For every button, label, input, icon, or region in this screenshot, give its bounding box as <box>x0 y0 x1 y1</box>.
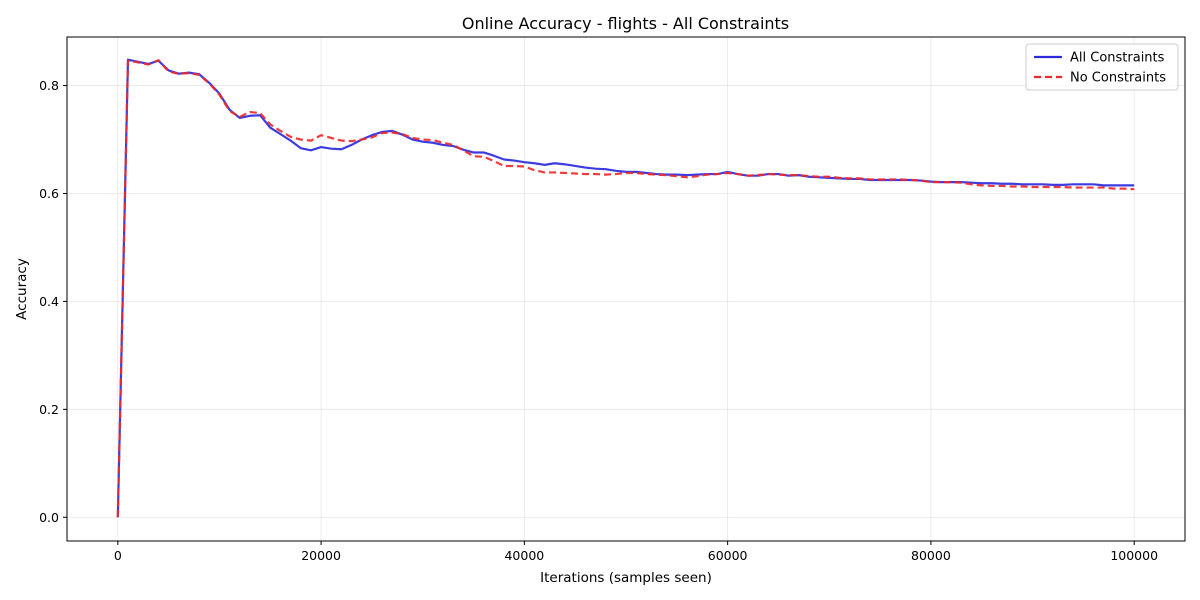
legend: All Constraints No Constraints <box>1025 43 1179 91</box>
y-tick-label: 0.0 <box>39 510 59 525</box>
y-tick-label: 0.2 <box>39 402 59 417</box>
y-tick-label: 0.8 <box>39 78 59 93</box>
x-tick-label: 80000 <box>911 548 951 563</box>
legend-label-all-constraints: All Constraints <box>1070 51 1165 66</box>
x-tick-label: 100000 <box>1110 548 1158 563</box>
series-line-no-constraints <box>116 59 1135 518</box>
plot-area-frame <box>66 36 1186 542</box>
x-tick-label: 40000 <box>504 548 544 563</box>
y-tick-label: 0.6 <box>39 186 59 201</box>
legend-box <box>1025 43 1179 91</box>
x-tick-label: 0 <box>114 548 122 563</box>
y-axis-label: Accuracy <box>14 258 30 320</box>
x-tick-label: 60000 <box>708 548 748 563</box>
chart-title: Online Accuracy - flights - All Constrai… <box>462 14 789 33</box>
x-axis-label: Iterations (samples seen) <box>540 570 712 586</box>
series-lines <box>116 58 1135 518</box>
x-tick-label: 20000 <box>301 548 341 563</box>
legend-label-no-constraints: No Constraints <box>1070 71 1166 86</box>
grid-lines <box>67 37 1185 541</box>
axis-ticks: 0 20000 40000 60000 80000 100000 0.0 0.2 0.4 0.6 0… <box>39 78 1158 563</box>
y-tick-label: 0.4 <box>39 294 59 309</box>
